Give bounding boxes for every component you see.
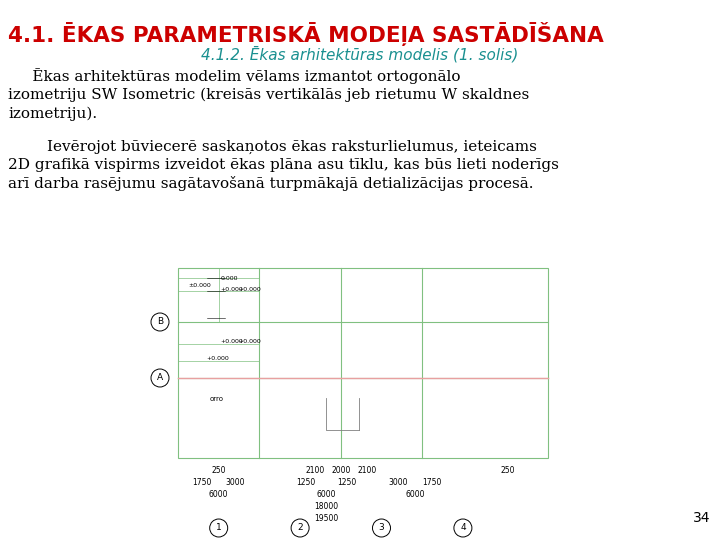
Text: 6000: 6000 <box>405 490 425 499</box>
Text: Ēkas arhitektūras modelim vēlams izmantot ortogonālo
izometriju SW Isometric (kr: Ēkas arhitektūras modelim vēlams izmanto… <box>8 68 529 120</box>
Circle shape <box>151 313 169 331</box>
Text: 3000: 3000 <box>388 478 408 487</box>
Text: B: B <box>157 318 163 327</box>
Circle shape <box>454 519 472 537</box>
Text: 6000: 6000 <box>316 490 336 499</box>
Text: 2000: 2000 <box>331 466 351 475</box>
Text: 250: 250 <box>500 466 515 475</box>
Text: 250: 250 <box>212 466 226 475</box>
Text: 0.000: 0.000 <box>221 276 238 281</box>
Text: 1750: 1750 <box>422 478 441 487</box>
Text: 2100: 2100 <box>305 466 325 475</box>
Bar <box>178 268 548 458</box>
Text: +0.000: +0.000 <box>239 339 261 344</box>
Text: Ievērojot būviecerē saskan̦otos ēkas raksturlielumus, ieteicams
2D grafikā vispi: Ievērojot būviecerē saskan̦otos ēkas rak… <box>8 140 559 191</box>
Text: 1: 1 <box>216 523 222 532</box>
Text: 2100: 2100 <box>357 466 377 475</box>
Circle shape <box>151 369 169 387</box>
Text: 4: 4 <box>460 523 466 532</box>
Text: orro: orro <box>210 396 224 402</box>
Text: 1250: 1250 <box>337 478 356 487</box>
Text: +0.000: +0.000 <box>221 339 243 344</box>
Text: 3: 3 <box>379 523 384 532</box>
Text: A: A <box>157 374 163 382</box>
Text: 3000: 3000 <box>225 478 245 487</box>
Text: 19500: 19500 <box>314 514 338 523</box>
Circle shape <box>291 519 309 537</box>
Circle shape <box>372 519 390 537</box>
Text: ±0.000: ±0.000 <box>189 284 212 288</box>
Text: +0.000: +0.000 <box>239 287 261 292</box>
Text: 1250: 1250 <box>296 478 315 487</box>
Text: 4.1. ĒKAS PARAMETRISKĀ MODEļA SASTĀDĪŠANA: 4.1. ĒKAS PARAMETRISKĀ MODEļA SASTĀDĪŠAN… <box>8 22 604 46</box>
Text: 18000: 18000 <box>314 502 338 511</box>
Text: 1750: 1750 <box>192 478 212 487</box>
Text: 6000: 6000 <box>209 490 228 499</box>
Text: 34: 34 <box>693 511 710 525</box>
Text: +0.000: +0.000 <box>221 287 243 292</box>
Text: +0.000: +0.000 <box>207 356 230 361</box>
Text: 2: 2 <box>297 523 303 532</box>
Circle shape <box>210 519 228 537</box>
Text: 4.1.2. Ēkas arhitektūras modelis (1. solis): 4.1.2. Ēkas arhitektūras modelis (1. sol… <box>202 46 518 63</box>
